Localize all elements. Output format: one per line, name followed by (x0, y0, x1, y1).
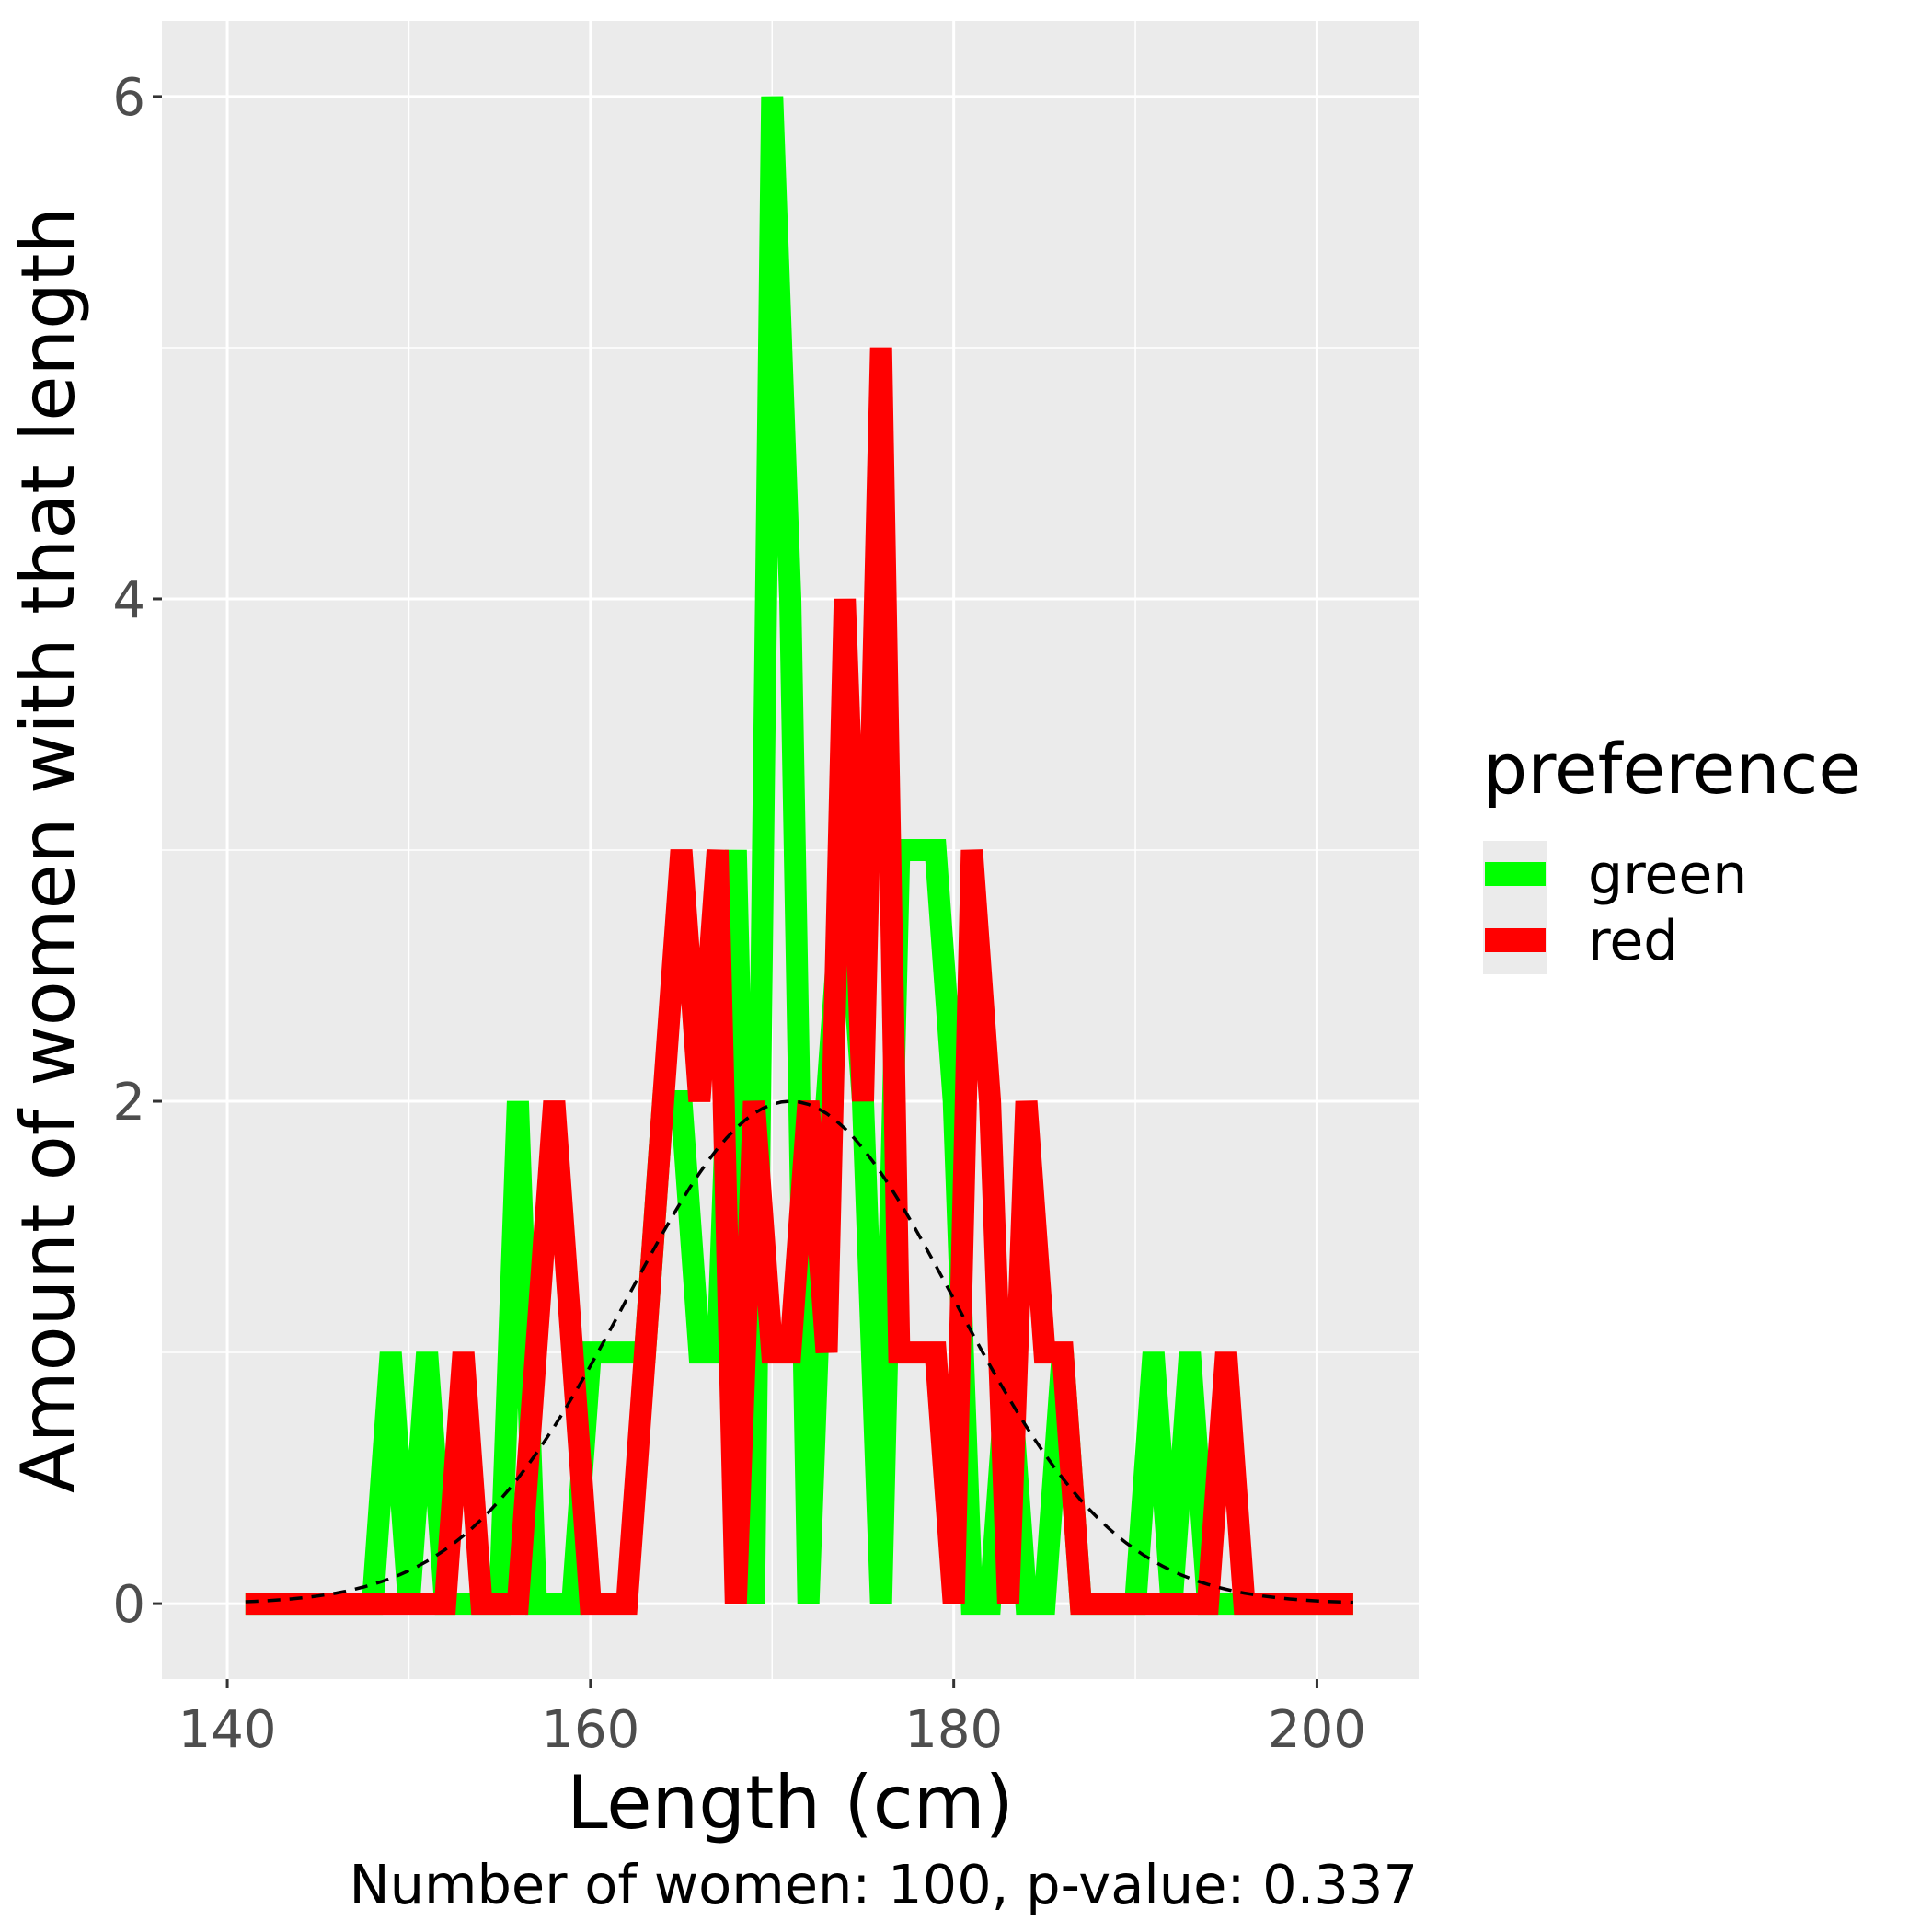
x-axis-title: Length (cm) (567, 1760, 1014, 1846)
y-axis-title: Amount of women with that length (6, 207, 91, 1493)
x-tick-label: 160 (541, 1700, 639, 1760)
legend-title: preference (1483, 728, 1861, 810)
axis-ticks: 140 160 180 200 0 2 4 6 (112, 68, 1366, 1760)
legend-label-green: green (1588, 843, 1747, 907)
y-tick-label: 0 (112, 1575, 145, 1635)
x-tick-label: 140 (178, 1700, 277, 1760)
legend-key-background (1483, 841, 1547, 974)
series-layer (245, 96, 1353, 1616)
y-tick-label: 6 (112, 68, 145, 128)
x-tick-label: 200 (1268, 1700, 1366, 1760)
y-tick-label: 4 (112, 570, 145, 630)
plot-caption: Number of women: 100, p-value: 0.337 (349, 1853, 1418, 1916)
y-tick-label: 2 (112, 1073, 145, 1133)
x-tick-label: 180 (904, 1700, 1003, 1760)
series-line-red (245, 347, 1353, 1616)
legend-label-red: red (1588, 909, 1678, 973)
reference-curve (245, 1099, 1353, 1604)
